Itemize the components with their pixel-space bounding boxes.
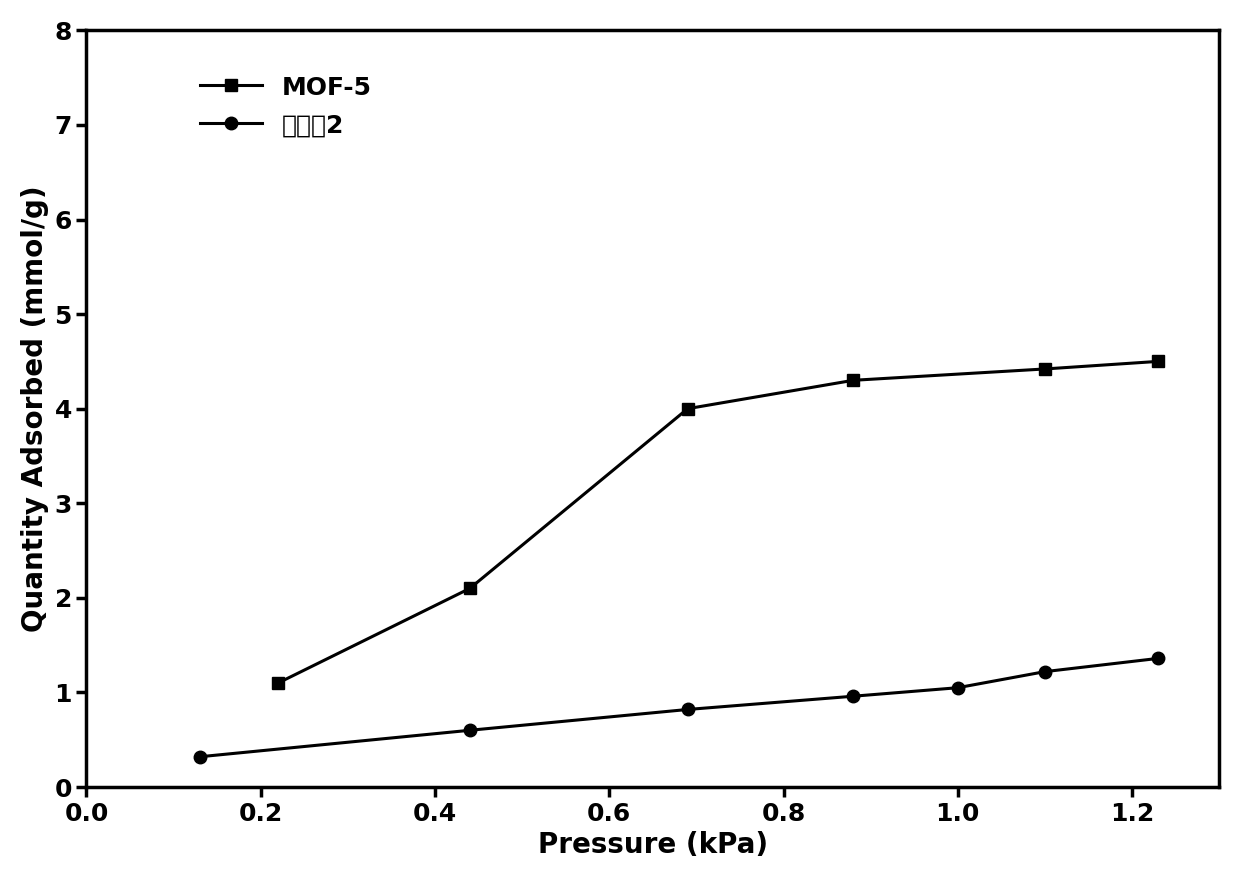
- 实施例2: [1151, 653, 1166, 664]
- 实施例2: [463, 725, 477, 736]
- 实施例2: [1038, 666, 1053, 677]
- 实施例2: [681, 704, 696, 715]
- 实施例2: [950, 682, 965, 693]
- 实施例2: [846, 691, 861, 701]
- Line: MOF-5: MOF-5: [272, 356, 1164, 689]
- MOF-5: [846, 375, 861, 385]
- Y-axis label: Quantity Adsorbed (mmol/g): Quantity Adsorbed (mmol/g): [21, 186, 48, 632]
- X-axis label: Pressure (kPa): Pressure (kPa): [538, 832, 768, 859]
- 实施例2: [192, 752, 207, 762]
- MOF-5: [1151, 356, 1166, 367]
- MOF-5: [1038, 363, 1053, 374]
- Legend: MOF-5, 实施例2: MOF-5, 实施例2: [190, 65, 382, 148]
- Line: 实施例2: 实施例2: [193, 652, 1164, 763]
- MOF-5: [463, 583, 477, 594]
- MOF-5: [681, 403, 696, 414]
- MOF-5: [270, 678, 285, 688]
